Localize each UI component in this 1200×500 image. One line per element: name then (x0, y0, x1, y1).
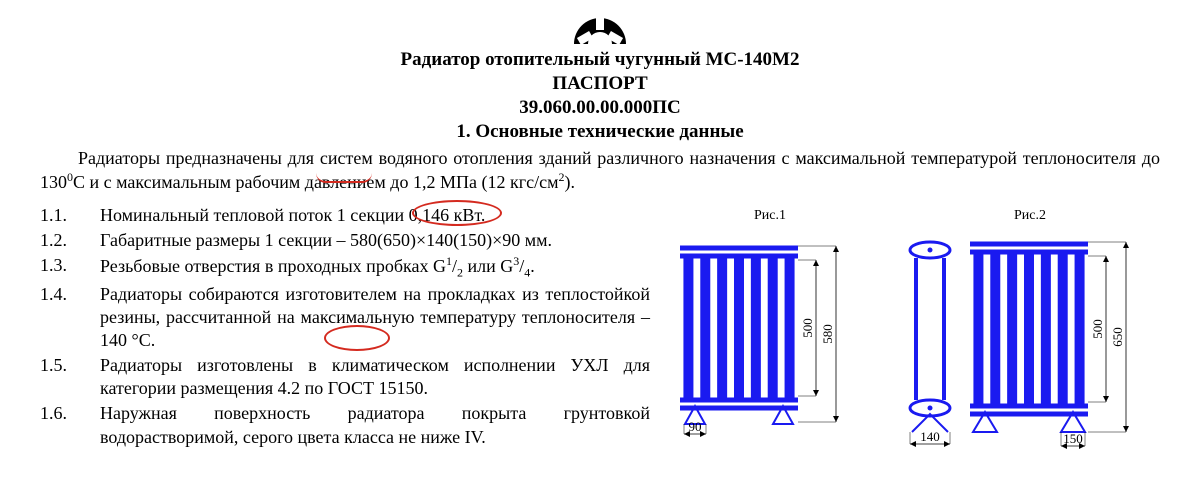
spec-item-text: Радиаторы собираются изготовителем на пр… (100, 283, 650, 352)
spec-item: 1.1.Номинальный тепловой поток 1 секции … (40, 204, 650, 227)
intro-paragraph: Радиаторы предназначены для систем водян… (40, 147, 1160, 194)
title-line3: 39.060.00.00.000ПС (40, 96, 1160, 120)
spec-item-num: 1.5. (40, 354, 100, 400)
logo (40, 14, 1160, 48)
svg-text:140: 140 (920, 429, 940, 444)
spec-item: 1.2.Габаритные размеры 1 секции – 580(65… (40, 229, 650, 252)
spec-item-num: 1.3. (40, 254, 100, 281)
spec-item-text: Резьбовые отверстия в проходных пробках … (100, 254, 650, 281)
svg-text:650: 650 (1110, 328, 1125, 348)
figures-column: Рис.1 500 580 90 Рис.2 140 500 650 150 (670, 204, 1160, 460)
spec-item-text: Номинальный тепловой поток 1 секции 0,14… (100, 204, 650, 227)
spec-item-text: Радиаторы изготовлены в климатическом ис… (100, 354, 650, 400)
spec-item-num: 1.1. (40, 204, 100, 227)
spec-item-num: 1.2. (40, 229, 100, 252)
section-heading: 1. Основные технические данные (40, 121, 1160, 143)
document-page: Радиатор отопительный чугунный МС-140М2 … (0, 0, 1200, 470)
figure-2-svg: 140 500 650 150 (900, 230, 1160, 460)
svg-text:500: 500 (1090, 320, 1105, 340)
figure-1: Рис.1 500 580 90 (670, 208, 870, 460)
svg-text:500: 500 (800, 319, 815, 339)
intro-post: ). (564, 172, 575, 192)
title-line1: Радиатор отопительный чугунный МС-140М2 (40, 48, 1160, 72)
svg-text:150: 150 (1063, 431, 1083, 446)
spec-list-column: 1.1.Номинальный тепловой поток 1 секции … (40, 204, 650, 460)
logo-icon (570, 14, 630, 48)
spec-item-num: 1.6. (40, 402, 100, 448)
spec-item-text: Наружная поверхность радиатора покрыта г… (100, 402, 650, 448)
figure-2-label: Рис.2 (900, 208, 1160, 224)
figure-1-svg: 500 580 90 (670, 230, 870, 440)
title-line2: ПАСПОРТ (40, 72, 1160, 96)
spec-item-num: 1.4. (40, 283, 100, 352)
spec-item: 1.3.Резьбовые отверстия в проходных проб… (40, 254, 650, 281)
svg-text:580: 580 (820, 325, 835, 345)
red-circle-annotation (412, 200, 502, 226)
red-circle-annotation (324, 325, 390, 351)
red-underline-130 (316, 173, 372, 183)
svg-text:90: 90 (689, 419, 702, 434)
spec-list: 1.1.Номинальный тепловой поток 1 секции … (40, 204, 650, 448)
title-block: Радиатор отопительный чугунный МС-140М2 … (40, 48, 1160, 119)
spec-item: 1.6.Наружная поверхность радиатора покры… (40, 402, 650, 448)
spec-item-text: Габаритные размеры 1 секции – 580(650)×1… (100, 229, 650, 252)
body-row: 1.1.Номинальный тепловой поток 1 секции … (40, 204, 1160, 460)
spec-item: 1.4.Радиаторы собираются изготовителем н… (40, 283, 650, 352)
spec-item: 1.5.Радиаторы изготовлены в климатическо… (40, 354, 650, 400)
figure-1-label: Рис.1 (670, 208, 870, 224)
figure-2: Рис.2 140 500 650 150 (900, 208, 1160, 460)
